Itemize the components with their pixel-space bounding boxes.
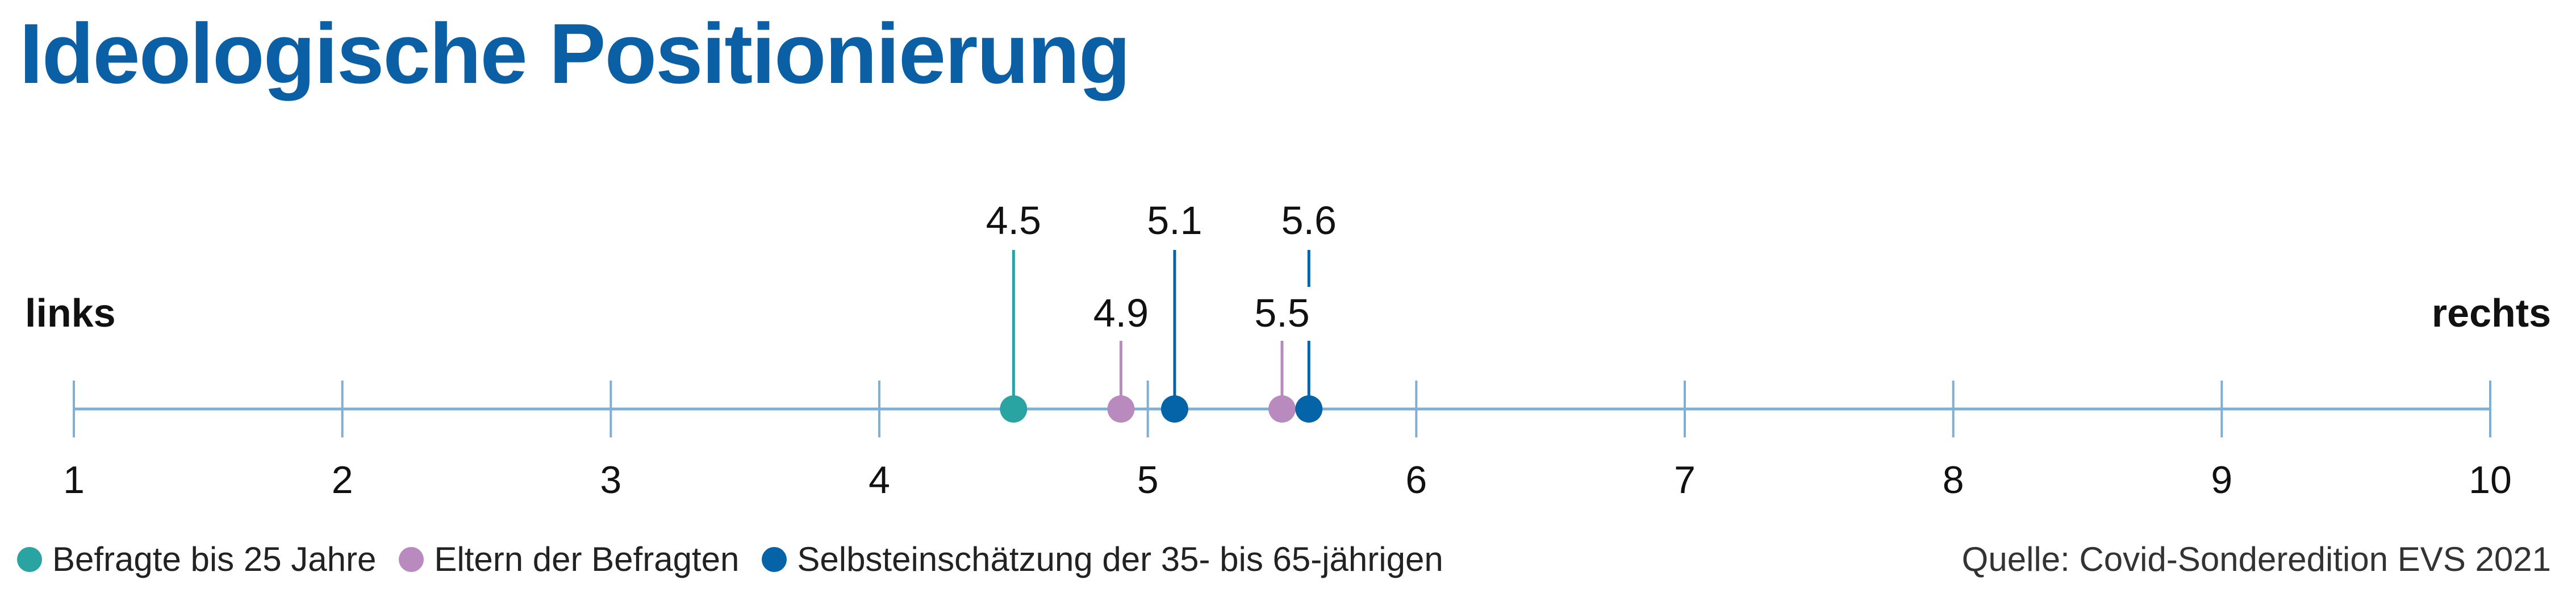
legend: Befragte bis 25 Jahre Eltern der Befragt… [17,540,1466,579]
tick-label: 7 [1674,458,1696,502]
tick-label: 4 [869,458,890,502]
legend-item: Eltern der Befragten [399,540,739,579]
tick-label: 2 [332,458,353,502]
legend-item: Befragte bis 25 Jahre [17,540,376,579]
data-label: 5.1 [1147,198,1202,243]
tick-label: 10 [2469,458,2512,502]
tick-label: 3 [600,458,621,502]
data-label: 4.5 [986,198,1041,243]
tick-label: 8 [1943,458,1964,502]
data-point [1107,395,1135,423]
chart-title: Ideologische Positionierung [19,6,1131,101]
data-point [1160,395,1188,423]
data-label: 4.9 [1093,291,1149,335]
data-point [1000,395,1028,423]
legend-label: Eltern der Befragten [434,540,740,578]
source-note: Quelle: Covid-Sonderedition EVS 2021 [1961,540,2551,578]
data-point [1268,395,1296,423]
tick-label: 6 [1405,458,1427,502]
legend-dot-icon [17,546,42,572]
right-end-label: rechts [2432,291,2551,335]
left-end-label: links [25,291,116,335]
tick-label: 1 [63,458,85,502]
tick-label: 5 [1137,458,1159,502]
data-label: 5.6 [1281,198,1337,243]
legend-dot-icon [399,546,424,572]
legend-item: Selbsteinschätzung der 35- bis 65-jährig… [762,540,1443,579]
data-label: 5.5 [1254,291,1309,335]
legend-label: Selbsteinschätzung der 35- bis 65-jährig… [797,540,1443,578]
data-point [1295,395,1323,423]
legend-dot-icon [762,546,787,572]
legend-label: Befragte bis 25 Jahre [52,540,377,578]
tick-label: 9 [2211,458,2232,502]
